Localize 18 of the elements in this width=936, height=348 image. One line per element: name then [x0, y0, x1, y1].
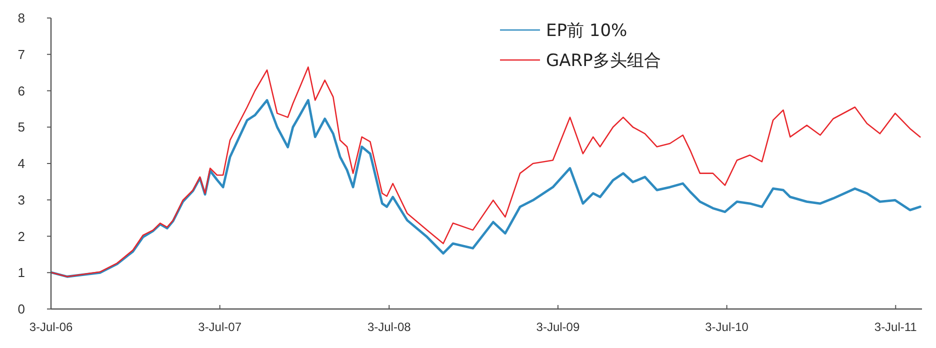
y-tick-label: 1 — [18, 265, 25, 280]
y-tick-label: 4 — [18, 156, 25, 172]
x-tick-label: 3-Jul-07 — [198, 320, 242, 334]
y-tick-label: 3 — [18, 192, 25, 208]
x-tick-label: 3-Jul-06 — [29, 320, 73, 334]
legend-label: GARP多头组合 — [546, 50, 661, 71]
y-tick-label: 6 — [18, 83, 25, 98]
y-tick-label: 8 — [18, 10, 25, 26]
x-tick-label: 3-Jul-10 — [705, 320, 749, 334]
y-tick-label: 0 — [18, 302, 25, 317]
x-tick-label: 3-Jul-09 — [536, 320, 580, 334]
y-tick-label: 7 — [18, 46, 25, 62]
legend-label: EP前 10% — [546, 20, 628, 41]
y-tick-label: 5 — [18, 120, 25, 135]
line-series — [50, 99, 922, 278]
y-tick-label: 2 — [18, 228, 25, 244]
x-tick-label: 3-Jul-11 — [874, 320, 918, 334]
x-tick-label: 3-Jul-08 — [367, 320, 412, 334]
